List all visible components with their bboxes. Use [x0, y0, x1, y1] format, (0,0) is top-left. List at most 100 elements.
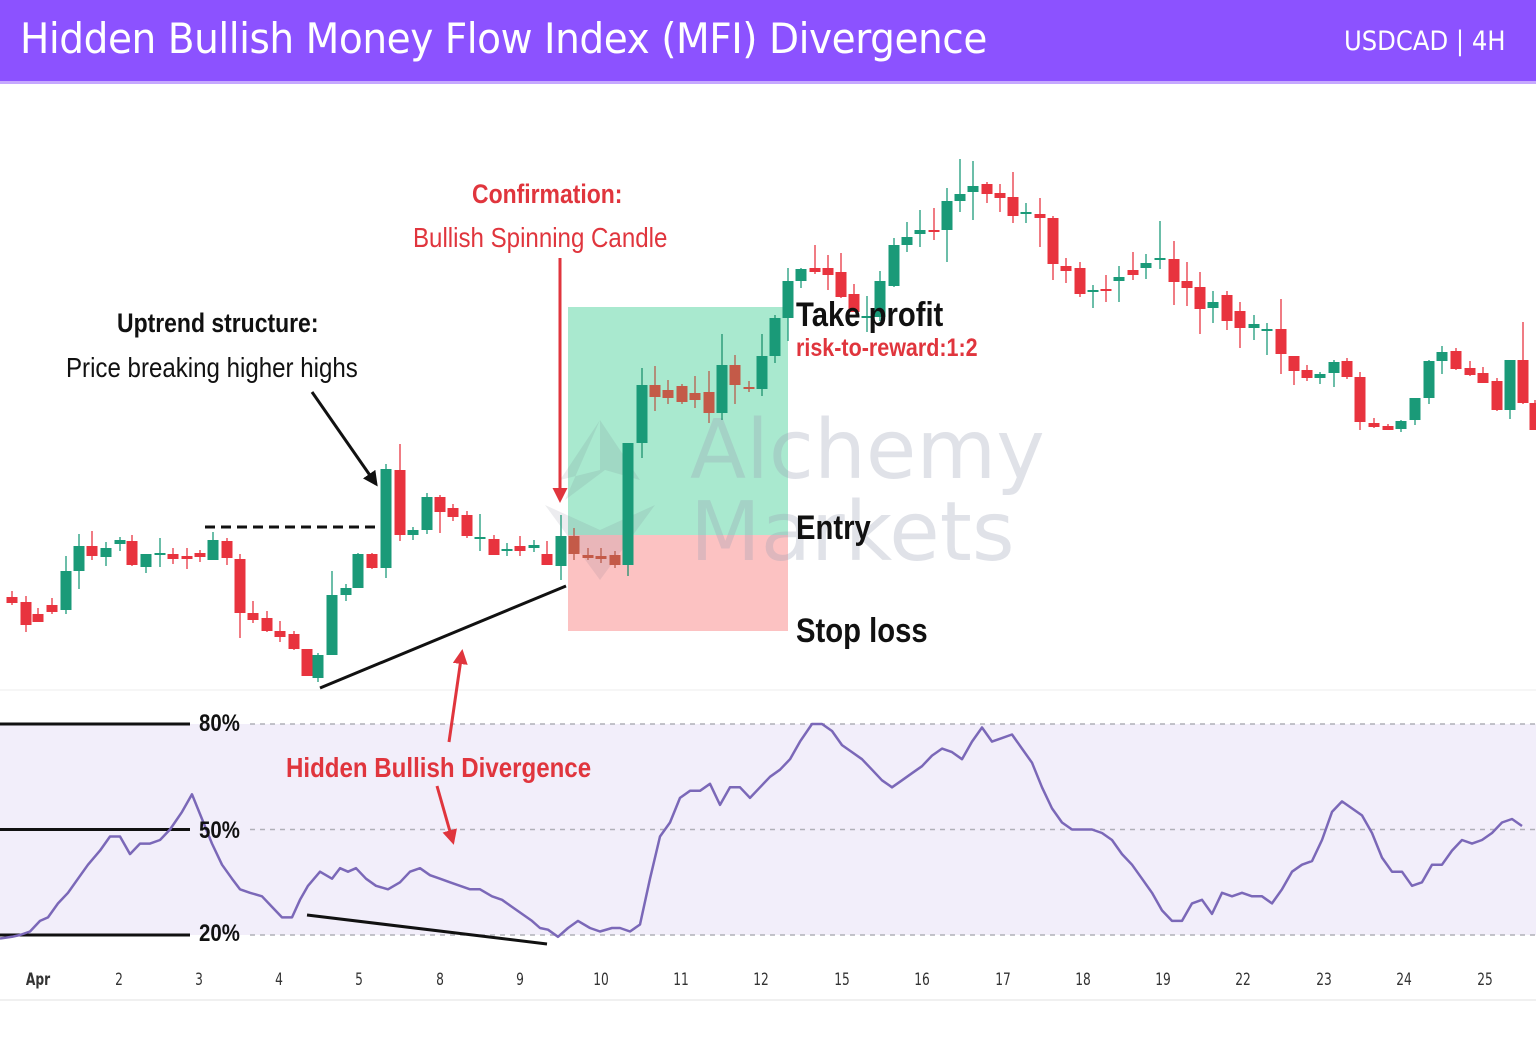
uptrend-arrow-icon: [310, 391, 378, 487]
symbol-timeframe-label: USDCAD | 4H: [1344, 26, 1506, 57]
bullish-candle: [1261, 323, 1273, 355]
bullish-candle: [100, 542, 112, 566]
bearish-candle: [1034, 198, 1046, 247]
x-axis-tick-label: 2: [115, 970, 123, 990]
bearish-candle: [20, 596, 32, 632]
bearish-candle: [234, 554, 246, 638]
x-axis-tick-label: 5: [355, 970, 363, 990]
bearish-candle: [434, 495, 446, 533]
stop-loss-label: Stop loss: [796, 612, 928, 650]
bullish-candle: [901, 222, 913, 252]
bearish-candle: [247, 601, 259, 623]
bearish-candle: [1382, 424, 1394, 430]
bullish-candle: [1423, 360, 1435, 404]
bearish-candle: [461, 511, 473, 538]
x-axis-tick-label: Apr: [25, 970, 51, 990]
bullish-candle: [140, 554, 152, 573]
bearish-candle: [514, 536, 526, 556]
bearish-candle: [809, 245, 821, 274]
bearish-candle: [1275, 299, 1287, 374]
x-axis-tick-label: 16: [914, 970, 930, 990]
bullish-candle: [1328, 360, 1340, 387]
bullish-candle: [352, 553, 364, 588]
uptrend-structure-title: Uptrend structure:: [117, 308, 319, 338]
bearish-candle: [1450, 348, 1462, 370]
bearish-candle: [447, 504, 459, 521]
bearish-candle: [676, 384, 688, 404]
bullish-candle: [914, 210, 926, 247]
bearish-candle: [86, 531, 98, 560]
bearish-candle: [1007, 172, 1019, 223]
bullish-candle: [1113, 266, 1125, 302]
bearish-candle: [835, 253, 847, 298]
take-profit-label: Take profit: [796, 296, 944, 334]
uptrend-structure-subtitle: Price breaking higher highs: [66, 352, 358, 383]
bearish-candle: [261, 611, 273, 632]
confirmation-subtitle: Bullish Spinning Candle: [413, 222, 668, 253]
bearish-candle: [194, 550, 206, 562]
bearish-candle: [743, 381, 755, 392]
divergence-arrow-down-icon: [435, 785, 457, 845]
mfi-level-20: 20%: [199, 920, 240, 947]
bearish-candle: [1181, 262, 1193, 306]
x-axis-tick-label: 18: [1075, 970, 1091, 990]
annotation-lines: [205, 258, 568, 946]
bearish-candle: [6, 591, 18, 605]
bullish-candle: [1409, 398, 1421, 425]
title-bar: Hidden Bullish Money Flow Index (MFI) Di…: [0, 0, 1536, 84]
bearish-candle: [126, 535, 138, 566]
bearish-candle: [1100, 275, 1112, 302]
bearish-candle: [729, 355, 741, 404]
bearish-candle: [1517, 322, 1529, 404]
divergence-arrow-up-icon: [447, 649, 468, 743]
bullish-candle: [941, 188, 953, 262]
x-axis-tick-label: 15: [834, 970, 850, 990]
bullish-candle: [954, 159, 966, 212]
bullish-candle: [501, 543, 513, 556]
bullish-candle: [1020, 203, 1032, 223]
bearish-candle: [274, 621, 286, 642]
bearish-candle: [1074, 262, 1086, 297]
bearish-candle: [1477, 367, 1489, 383]
bearish-candle: [1529, 400, 1536, 430]
bearish-candle: [994, 184, 1006, 212]
bearish-candle: [488, 535, 500, 555]
bullish-candle: [888, 238, 900, 287]
bullish-candle: [1436, 346, 1448, 374]
x-axis-tick-label: 23: [1316, 970, 1332, 990]
hidden-divergence-label: Hidden Bullish Divergence: [286, 752, 592, 783]
bearish-candle: [703, 371, 715, 423]
bullish-candle: [636, 368, 648, 458]
trade-zones: [568, 307, 788, 631]
risk-reward-label: risk-to-reward:1:2: [796, 334, 978, 362]
bullish-candle: [1154, 221, 1166, 269]
bullish-candle: [1504, 360, 1516, 419]
bullish-candle: [795, 268, 807, 288]
bearish-candle: [1464, 361, 1476, 376]
bearish-candle: [1368, 418, 1380, 428]
bearish-candle: [46, 598, 58, 614]
bearish-candle: [1341, 358, 1353, 379]
mfi-level-50: 50%: [199, 817, 240, 844]
x-axis-tick-label: 3: [195, 970, 203, 990]
bullish-candle: [1248, 315, 1260, 340]
bearish-candle: [689, 376, 701, 408]
bearish-candle: [928, 208, 940, 240]
bearish-candle: [1234, 302, 1246, 348]
mfi-lower-low-trendline: [306, 913, 548, 946]
price-higher-low-trendline: [319, 584, 567, 690]
bearish-candle: [167, 548, 179, 564]
bullish-candle: [1314, 372, 1326, 384]
watermark-text-alchemy: Alchemy: [690, 403, 1045, 498]
bullish-candle: [1087, 285, 1099, 308]
bullish-candle: [326, 571, 338, 655]
bullish-candle: [555, 515, 567, 580]
bullish-candle: [1395, 420, 1407, 432]
bullish-candle: [782, 268, 794, 341]
bearish-candle: [394, 444, 406, 541]
bearish-candle: [32, 608, 44, 622]
bearish-candle: [609, 551, 621, 568]
x-axis-tick-label: 4: [275, 970, 283, 990]
bearish-candle: [1047, 216, 1059, 280]
